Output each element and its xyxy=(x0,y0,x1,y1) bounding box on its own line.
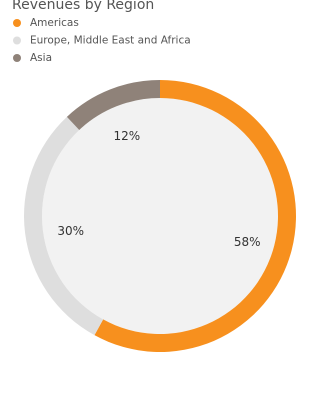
donut-segment xyxy=(66,80,160,130)
legend-label: Americas xyxy=(30,17,79,29)
value-label: 12% xyxy=(114,129,141,143)
page: {"chart_data": {"type": "donut", "title"… xyxy=(12,0,297,352)
legend-swatch xyxy=(13,36,21,45)
legend-swatch xyxy=(13,19,21,27)
chart-title: Revenues by Region xyxy=(12,0,154,13)
value-label: 58% xyxy=(234,235,261,249)
legend-label: Europe, Middle East and Africa xyxy=(30,35,191,47)
chart: Revenues by Region Americas Europe, Middl… xyxy=(12,0,297,352)
legend-swatch xyxy=(13,54,21,62)
value-label: 30% xyxy=(57,224,84,238)
donut-segment xyxy=(24,116,104,336)
legend-label: Asia xyxy=(30,52,52,64)
donut-hole xyxy=(42,98,278,334)
